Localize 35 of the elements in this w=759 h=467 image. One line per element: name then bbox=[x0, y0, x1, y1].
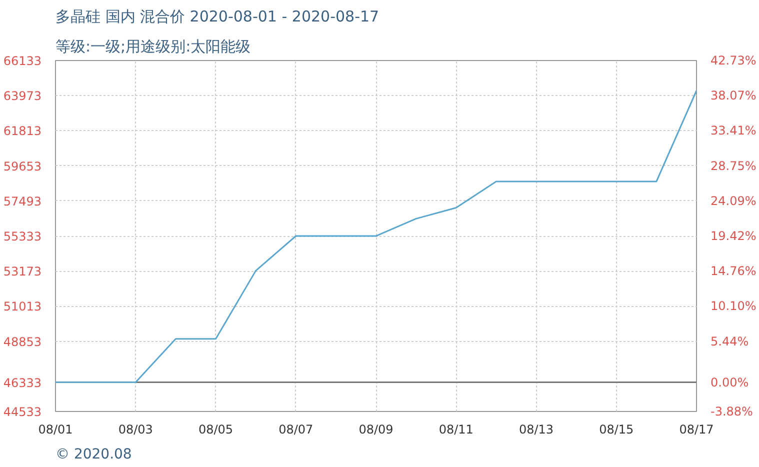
y2-tick-label: -3.88% bbox=[710, 404, 753, 418]
y2-tick-label: 38.07% bbox=[710, 88, 756, 103]
chart-subtitle: 等级:一级;用途级别:太阳能级 bbox=[56, 38, 251, 56]
y-tick-label: 61813 bbox=[3, 124, 42, 138]
x-tick-label: 08/09 bbox=[358, 422, 394, 436]
y2-tick-label: 24.09% bbox=[710, 194, 756, 208]
y2-tick-label: 19.42% bbox=[710, 229, 756, 244]
x-tick-label: 08/01 bbox=[38, 422, 73, 436]
y-tick-label: 44533 bbox=[3, 405, 42, 419]
y2-tick-label: 28.75% bbox=[710, 158, 756, 173]
x-tick-label: 08/17 bbox=[679, 422, 714, 436]
y2-tick-label: 14.76% bbox=[710, 264, 756, 278]
y-tick-label: 57493 bbox=[3, 194, 42, 208]
text: © 2020.08 bbox=[56, 446, 132, 462]
y2-tick-label: 42.73% bbox=[710, 54, 756, 68]
y-tick-label: 48853 bbox=[3, 334, 42, 349]
x-tick-label: 08/11 bbox=[438, 422, 474, 436]
x-tick-label: 08/05 bbox=[198, 422, 234, 436]
x-tick-label: 08/03 bbox=[118, 422, 153, 436]
x-tick-label: 08/07 bbox=[278, 422, 314, 436]
y-tick-label: 66133 bbox=[3, 54, 42, 68]
y-tick-label: 46333 bbox=[3, 376, 42, 390]
y-tick-label: 53173 bbox=[3, 264, 42, 279]
y-tick-label: 55333 bbox=[3, 230, 42, 244]
y2-tick-label: 0.00% bbox=[710, 375, 749, 390]
x-tick-label: 08/15 bbox=[599, 422, 634, 436]
x-tick-label: 08/13 bbox=[518, 422, 554, 436]
y2-tick-label: 33.41% bbox=[710, 124, 756, 138]
y2-tick-label: 5.44% bbox=[710, 334, 749, 348]
chart-title: 多晶硅 国内 混合价 2020-08-01 - 2020-08-17 bbox=[56, 8, 380, 26]
y-tick-label: 59653 bbox=[3, 159, 42, 174]
y-tick-label: 63973 bbox=[3, 89, 42, 104]
y2-tick-label: 10.10% bbox=[710, 299, 756, 314]
line-series bbox=[56, 90, 696, 383]
y-tick-label: 51013 bbox=[3, 300, 42, 314]
